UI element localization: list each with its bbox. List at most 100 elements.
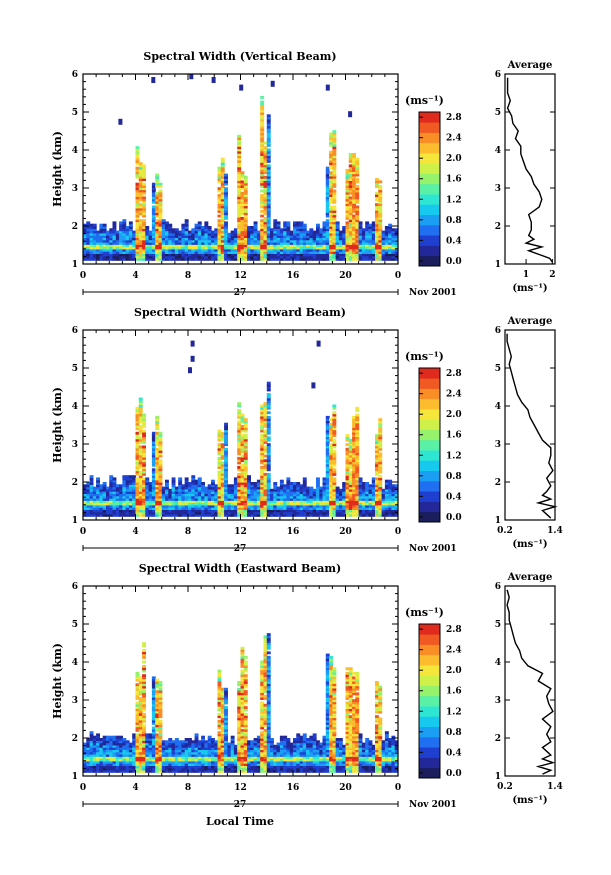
heatmap-cell	[279, 246, 284, 250]
heatmap-cell	[260, 413, 265, 417]
heatmap-cell	[381, 242, 386, 245]
heatmap-cell	[171, 251, 176, 254]
heatmap-cell	[316, 230, 320, 234]
heatmap-cell	[378, 447, 383, 451]
heatmap-cell	[276, 493, 281, 497]
heatmap-cell	[168, 767, 173, 771]
colorbar-swatch	[419, 122, 440, 133]
heatmap-cell	[92, 751, 97, 755]
heatmap-cell	[286, 223, 291, 227]
heatmap-cell	[151, 719, 156, 723]
heatmap-cell	[325, 472, 330, 476]
heatmap-cell	[122, 513, 127, 517]
heatmap-cell	[243, 223, 248, 227]
heatmap-cell	[224, 470, 228, 474]
heatmap-cell	[135, 509, 140, 513]
heatmap-cell	[158, 719, 163, 723]
heatmap-cell	[243, 189, 248, 193]
heatmap-cell	[197, 232, 202, 236]
heatmap-cell	[243, 175, 248, 179]
heatmap-cell	[174, 769, 179, 773]
panel-eastward-beam: Spectral Width (Eastward Beam) 0 4 8 12 16 20…	[51, 562, 563, 828]
heatmap-cell	[128, 511, 133, 515]
heatmap-cell	[201, 509, 205, 513]
heatmap-cell	[128, 253, 133, 257]
heatmap-cell	[217, 498, 222, 501]
heatmap-cell	[348, 196, 353, 200]
heatmap-cell	[102, 749, 107, 753]
heatmap-cell	[142, 169, 146, 172]
heatmap-cell	[138, 445, 143, 449]
heatmap-cell	[329, 507, 333, 510]
heatmap-cell	[368, 253, 373, 257]
heatmap-cell	[99, 251, 104, 254]
heatmap-cell	[142, 747, 146, 750]
heatmap-cell	[128, 257, 133, 261]
heatmap-cell	[316, 246, 320, 250]
heatmap-cell	[165, 502, 169, 506]
heatmap-cell	[316, 495, 320, 499]
heatmap-cell	[335, 237, 340, 241]
heatmap-cell	[329, 504, 333, 508]
heatmap-cell	[283, 235, 288, 238]
heatmap-cell	[96, 747, 100, 750]
heatmap-cell	[112, 509, 117, 513]
heatmap-cell	[345, 507, 350, 510]
heatmap-cell	[233, 257, 238, 261]
heatmap-cell	[106, 749, 110, 753]
heatmap-cell	[184, 763, 189, 766]
heatmap-cell	[188, 239, 192, 243]
heatmap-cell	[155, 418, 160, 422]
heatmap-cell	[338, 495, 343, 499]
heatmap-cell	[352, 162, 356, 166]
heatmap-cell	[352, 504, 356, 508]
heatmap-cell	[270, 237, 274, 241]
heatmap-cell	[128, 509, 133, 513]
heatmap-cell	[266, 454, 271, 458]
heatmap-cell	[181, 751, 186, 755]
heatmap-cell	[266, 463, 271, 467]
heatmap-cell	[352, 164, 356, 168]
heatmap-cell	[224, 194, 228, 197]
heatmap-cell	[138, 502, 143, 506]
heatmap-cell	[237, 402, 242, 406]
heatmap-cell	[325, 187, 330, 191]
heatmap-cell	[135, 470, 140, 474]
heatmap-cell	[151, 708, 156, 712]
heatmap-cell	[293, 484, 297, 488]
y-tick-label: 3	[72, 184, 78, 194]
heatmap-cell	[256, 235, 261, 238]
heatmap-cell	[99, 758, 104, 762]
heatmap-cell	[112, 735, 117, 739]
heatmap-cell	[256, 257, 261, 261]
heatmap-cell	[368, 235, 373, 238]
heatmap-cell	[250, 235, 255, 238]
heatmap-cell	[102, 504, 107, 508]
heatmap-cell	[266, 139, 271, 143]
heatmap-cell	[375, 210, 379, 213]
heatmap-cell	[263, 434, 268, 437]
heatmap-cell	[151, 735, 156, 739]
heatmap-cell	[302, 509, 307, 513]
heatmap-cell	[122, 491, 127, 494]
heatmap-cell	[148, 751, 153, 755]
heatmap-cell	[332, 495, 337, 499]
heatmap-cell	[381, 504, 386, 508]
heatmap-cell	[145, 498, 150, 501]
heatmap-cell	[342, 486, 347, 490]
heatmap-cell	[263, 157, 268, 161]
heatmap-cell	[302, 235, 307, 238]
heatmap-cell	[325, 207, 330, 211]
heatmap-cell	[263, 491, 268, 494]
heatmap-cell	[138, 418, 143, 422]
heatmap-cell	[260, 232, 265, 236]
heatmap-cell	[86, 500, 91, 504]
heatmap-cell	[309, 257, 314, 261]
heatmap-cell	[155, 425, 160, 428]
heatmap-cell	[260, 411, 265, 415]
heatmap-cell	[352, 484, 356, 488]
heatmap-cell	[260, 434, 265, 437]
heatmap-cell	[352, 509, 356, 513]
heatmap-cell	[329, 488, 333, 492]
heatmap-cell	[263, 191, 268, 195]
